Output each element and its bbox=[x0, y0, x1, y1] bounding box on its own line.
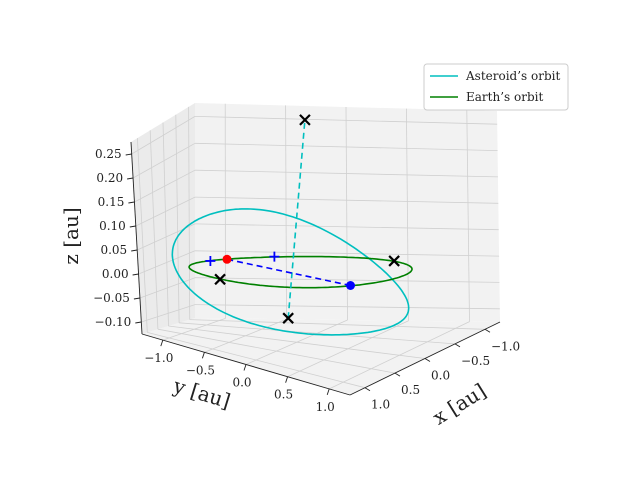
legend-frame bbox=[423, 63, 569, 111]
z-tick-label: 0.25 bbox=[95, 147, 122, 161]
grid-lines bbox=[131, 103, 500, 390]
x-tick-mark bbox=[326, 388, 330, 396]
grid-y-floor bbox=[157, 328, 396, 374]
z-tick-label: 0.00 bbox=[102, 267, 129, 281]
grid-y-wall bbox=[137, 138, 148, 333]
circle-marker-0 bbox=[346, 281, 355, 290]
grid-y-floor bbox=[147, 332, 366, 389]
z-axis-line bbox=[130, 141, 143, 335]
grid-z-wall-x bbox=[194, 196, 499, 204]
legend: Asteroid’s orbit Earth’s orbit bbox=[423, 63, 569, 111]
axis-panes bbox=[131, 103, 500, 395]
z-tick-label: −0.05 bbox=[93, 291, 130, 305]
grid-x-wall bbox=[466, 110, 470, 322]
y-tick-mark bbox=[424, 358, 431, 362]
asteroid-orbit-line bbox=[171, 208, 410, 336]
legend-label-earth: Earth’s orbit bbox=[466, 90, 543, 104]
z-tick-label: 0.10 bbox=[99, 219, 126, 233]
x-tick-mark bbox=[243, 364, 247, 371]
z-tick-mark bbox=[125, 153, 132, 156]
grid-z-wall-x bbox=[194, 116, 498, 125]
z-tick-mark bbox=[131, 249, 138, 252]
y-tick-label: 0.0 bbox=[431, 369, 450, 383]
tick-marks: −1.0−0.50.00.51.0 1.00.50.0−0.5−1.00.250.… bbox=[93, 147, 520, 414]
grid-z-wall-y bbox=[131, 116, 196, 155]
grid-z-wall-x bbox=[194, 250, 500, 257]
grid-y-wall bbox=[175, 114, 180, 323]
grid-y-wall bbox=[149, 130, 159, 330]
grid-z-wall-x bbox=[194, 223, 499, 231]
grid-z-wall-y bbox=[138, 250, 196, 275]
dashed-line-0 bbox=[287, 119, 306, 319]
z-tick-label: 0.15 bbox=[98, 195, 125, 209]
x-tick-label: 0.5 bbox=[274, 388, 293, 402]
y-tick-label: −1.0 bbox=[491, 339, 520, 353]
y-tick-mark bbox=[394, 372, 401, 377]
back-wall-x-pane bbox=[195, 103, 500, 322]
x-axis-label: x [au] bbox=[428, 379, 490, 430]
z-tick-label: −0.10 bbox=[95, 315, 132, 329]
y-tick-label: 1.0 bbox=[371, 398, 390, 412]
x-tick-label: 0.0 bbox=[232, 376, 251, 390]
x-tick-mark bbox=[160, 339, 164, 347]
circle-marker-1 bbox=[222, 254, 232, 264]
z-tick-mark bbox=[135, 321, 142, 324]
x-tick-label: 1.0 bbox=[316, 400, 335, 414]
y-tick-label: 0.5 bbox=[401, 383, 420, 397]
x-tick-label: −1.0 bbox=[144, 351, 173, 365]
point-markers bbox=[205, 114, 400, 324]
plus-marker-3 bbox=[205, 255, 216, 266]
back-wall-y-pane bbox=[131, 103, 195, 334]
plus-marker-2 bbox=[269, 251, 280, 262]
x-marker-5 bbox=[282, 312, 294, 324]
legend-label-asteroid: Asteroid’s orbit bbox=[465, 69, 560, 83]
grid-z-wall-y bbox=[141, 304, 196, 323]
z-tick-mark bbox=[133, 297, 140, 300]
x-marker-6 bbox=[214, 273, 226, 286]
y-tick-mark bbox=[454, 343, 461, 348]
dashed-lines bbox=[226, 119, 351, 319]
z-tick-mark bbox=[127, 177, 134, 180]
grid-z-wall-y bbox=[132, 142, 196, 179]
grid-z-wall-x bbox=[194, 142, 498, 151]
y-tick-label: −0.5 bbox=[461, 354, 490, 368]
x-marker-4 bbox=[299, 114, 311, 126]
x-tick-mark bbox=[201, 352, 205, 359]
grid-y-wall bbox=[162, 122, 169, 327]
grid-y-floor bbox=[189, 319, 486, 330]
y-axis-label: y [au] bbox=[170, 373, 234, 413]
grid-z-wall-x bbox=[194, 277, 500, 283]
grid-y-wall bbox=[188, 106, 191, 320]
z-tick-mark bbox=[129, 225, 136, 228]
grid-z-wall-y bbox=[135, 196, 196, 227]
grid-z-wall-x bbox=[194, 169, 498, 178]
grid-z-wall-y bbox=[139, 277, 196, 299]
grid-z-wall-x bbox=[194, 304, 500, 310]
y-tick-mark bbox=[364, 387, 371, 392]
grid-y-floor bbox=[168, 325, 426, 359]
grid-y-floor bbox=[179, 322, 456, 345]
x-tick-mark bbox=[285, 376, 289, 383]
z-axis-label: z [au] bbox=[59, 207, 83, 264]
z-tick-label: 0.20 bbox=[96, 171, 123, 185]
z-tick-mark bbox=[128, 201, 135, 204]
z-tick-mark bbox=[132, 273, 139, 276]
x-tick-label: −0.5 bbox=[186, 363, 215, 377]
y-tick-mark bbox=[484, 328, 491, 333]
z-tick-label: 0.05 bbox=[100, 243, 127, 257]
grid-x-wall bbox=[406, 108, 409, 321]
earth-orbit-line bbox=[188, 255, 413, 289]
x-marker-7 bbox=[388, 255, 400, 267]
orbit-lines bbox=[171, 208, 413, 336]
grid-z-wall-y bbox=[134, 169, 196, 203]
dashed-line-1 bbox=[226, 258, 351, 287]
floor-pane bbox=[142, 318, 500, 395]
grid-x-wall bbox=[285, 105, 287, 320]
